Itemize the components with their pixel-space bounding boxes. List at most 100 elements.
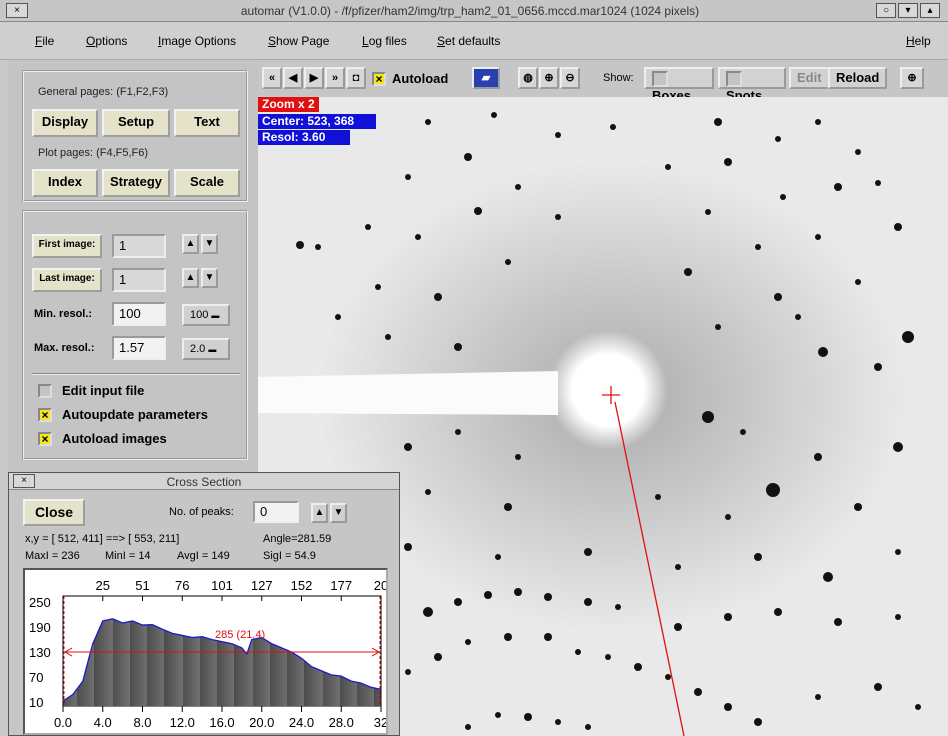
min-resol-menu[interactable]: 100 ▬ — [182, 304, 230, 326]
crosshair-target-icon[interactable]: ⊕ — [900, 67, 924, 89]
menu-image-options[interactable]: Image Options — [158, 34, 237, 48]
last-image-button[interactable]: Last image: — [32, 268, 102, 292]
x-top-tick-label: 152 — [291, 578, 313, 593]
center-tag: Center: 523, 368 — [258, 114, 376, 129]
window-iconify-button[interactable]: ○ — [876, 3, 896, 18]
marker-arrow-left — [64, 647, 73, 657]
x-bottom-tick-label: 0.0 — [54, 715, 72, 730]
autoupdate-checkbox[interactable]: × — [38, 408, 52, 422]
menu-bar: File Options Image Options Show Page Log… — [0, 22, 948, 60]
edit-input-checkbox[interactable] — [38, 384, 52, 398]
x-top-tick-label: 51 — [135, 578, 149, 593]
cross-section-window: × Cross Section Close No. of peaks: 0 ▲ … — [8, 472, 400, 736]
stop-icon[interactable]: ◘ — [346, 67, 366, 89]
window-close-button[interactable]: × — [6, 3, 28, 18]
min-resol-label: Min. resol.: — [34, 308, 93, 320]
last-image-field[interactable]: 1 — [112, 268, 166, 292]
x-bottom-tick-label: 4.0 — [94, 715, 112, 730]
zoom-out-icon[interactable]: ⊖ — [560, 67, 580, 89]
y-tick-label: 130 — [29, 645, 51, 660]
cross-section-close-button[interactable]: Close — [23, 499, 85, 526]
save-disk-icon[interactable]: ▰ — [472, 67, 500, 89]
plot-pages-label: Plot pages: (F4,F5,F6) — [38, 147, 149, 159]
autoload-checkbox[interactable]: × — [38, 432, 52, 446]
first-frame-icon[interactable]: « — [262, 67, 282, 89]
x-bottom-tick-label: 24.0 — [289, 715, 314, 730]
max-resol-label: Max. resol.: — [34, 342, 95, 354]
last-image-up-button[interactable]: ▲ — [182, 268, 199, 288]
index-button[interactable]: Index — [32, 169, 98, 197]
autoload-toolbar-checkbox[interactable]: × — [372, 72, 386, 86]
peaks-up-button[interactable]: ▲ — [311, 503, 328, 523]
menu-show-page[interactable]: Show Page — [268, 34, 330, 48]
min-resol-field[interactable]: 100 — [112, 302, 166, 326]
first-image-up-button[interactable]: ▲ — [182, 234, 199, 254]
previous-frame-icon[interactable]: ◀ — [283, 67, 303, 89]
setup-button[interactable]: Setup — [102, 109, 170, 137]
x-top-tick-label: 101 — [211, 578, 233, 593]
zoom-tag: Zoom x 2 — [258, 97, 319, 112]
x-bottom-tick-label: 8.0 — [133, 715, 151, 730]
scale-button[interactable]: Scale — [174, 169, 240, 197]
max-resol-menu[interactable]: 2.0 ▬ — [182, 338, 230, 360]
peaks-down-button[interactable]: ▼ — [330, 503, 347, 523]
menu-set-defaults[interactable]: Set defaults — [437, 34, 501, 48]
menu-options[interactable]: Options — [86, 34, 128, 48]
cross-section-titlebar: × Cross Section — [9, 473, 399, 490]
cross-section-graph: 250 190 130 70 10 25 51 76 101 127 152 177 20 0.0 4.0 8… — [23, 568, 388, 735]
diffraction-spots — [296, 112, 921, 730]
autoload-toolbar-label: Autoload — [392, 71, 449, 86]
first-image-field[interactable]: 1 — [112, 234, 166, 258]
window-title: automar (V1.0.0) - /f/pfizer/ham2/img/tr… — [240, 4, 700, 18]
boxes-toggle[interactable]: Boxes — [644, 67, 714, 103]
sig-intensity: SigI = 54.9 — [263, 550, 316, 562]
x-top-tick-label: 127 — [251, 578, 273, 593]
diffraction-image[interactable]: Zoom x 2 Center: 523, 368 Resol: 3.60 — [258, 97, 948, 736]
beam-center-cursor — [602, 386, 685, 736]
image-toolbar: « ◀ ▶ » ◘ × Autoload ▰ ◍ ⊕ ⊖ Show: Boxes… — [258, 60, 948, 103]
x-bottom-tick-label: 32 — [374, 715, 386, 730]
min-resol-menu-value: 100 — [190, 309, 209, 321]
menu-log-files[interactable]: Log files — [362, 34, 407, 48]
profile-line — [62, 618, 382, 702]
x-top-tick-label: 25 — [96, 578, 110, 593]
pages-group: General pages: (F1,F2,F3) Display Setup … — [22, 70, 248, 202]
cross-section-close-icon[interactable]: × — [13, 474, 35, 488]
peaks-field[interactable]: 0 — [253, 501, 299, 523]
text-button[interactable]: Text — [174, 109, 240, 137]
last-frame-icon[interactable]: » — [325, 67, 345, 89]
resolution-tag: Resol: 3.60 — [258, 130, 350, 145]
max-resol-field[interactable]: 1.57 — [112, 336, 166, 360]
parameters-group: First image: 1 ▲ ▼ Last image: 1 ▲ ▼ Min… — [22, 210, 248, 460]
first-image-button[interactable]: First image: — [32, 234, 102, 258]
menu-file[interactable]: File — [35, 34, 55, 48]
display-button[interactable]: Display — [32, 109, 98, 137]
edit-button[interactable]: Edit — [789, 67, 830, 89]
window-raise-button[interactable]: ▴ — [920, 3, 940, 18]
menu-help[interactable]: Help — [906, 34, 931, 48]
coords-text: x,y = [ 512, 411] ==> [ 553, 211] — [25, 533, 180, 545]
x-bottom-tick-label: 12.0 — [170, 715, 195, 730]
window-titlebar: × automar (V1.0.0) - /f/pfizer/ham2/img/… — [0, 0, 948, 22]
window-lower-button[interactable]: ▾ — [898, 3, 918, 18]
autoload-label: Autoload images — [62, 431, 167, 446]
autoupdate-label: Autoupdate parameters — [62, 407, 208, 422]
x-top-tick-label: 177 — [330, 578, 352, 593]
show-label: Show: — [603, 72, 634, 84]
cross-section-title: Cross Section — [166, 475, 242, 489]
next-frame-icon[interactable]: ▶ — [304, 67, 324, 89]
palette-icon[interactable]: ◍ — [518, 67, 538, 89]
general-pages-label: General pages: (F1,F2,F3) — [38, 86, 169, 98]
strategy-button[interactable]: Strategy — [102, 169, 170, 197]
min-intensity: MinI = 14 — [105, 550, 151, 562]
zoom-in-icon[interactable]: ⊕ — [539, 67, 559, 89]
reload-button[interactable]: Reload — [828, 67, 888, 89]
y-tick-label: 70 — [29, 670, 43, 685]
x-top-tick-label: 20 — [374, 578, 386, 593]
max-resol-menu-value: 2.0 — [190, 343, 206, 355]
y-tick-label: 190 — [29, 620, 51, 635]
spots-toggle[interactable]: Spots — [718, 67, 786, 103]
last-image-down-button[interactable]: ▼ — [201, 268, 218, 288]
x-bottom-tick-label: 20.0 — [249, 715, 274, 730]
first-image-down-button[interactable]: ▼ — [201, 234, 218, 254]
